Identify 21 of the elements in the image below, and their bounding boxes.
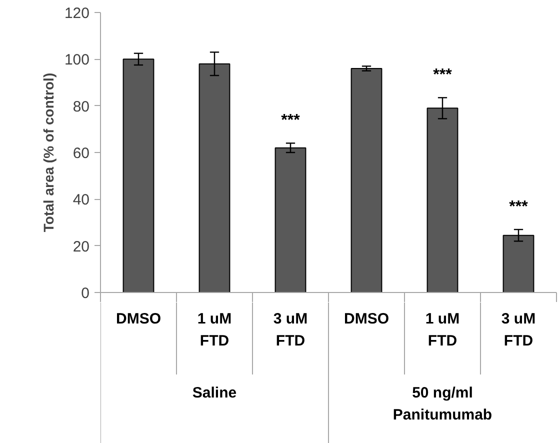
y-tick-label: 0 — [81, 285, 90, 302]
x-tick-label: 3 uM FTD — [501, 310, 536, 350]
bar — [350, 68, 382, 292]
y-tick-label: 60 — [72, 145, 90, 162]
bar — [274, 147, 306, 292]
y-tick-label: 120 — [64, 5, 90, 22]
text: 50 ng/ml Panitumumab — [392, 384, 492, 424]
data-label: *** — [433, 66, 453, 84]
y-axis-title: Total area (% of control) — [40, 72, 56, 232]
x-tick-label: DMSO — [116, 310, 162, 328]
data-label: *** — [509, 198, 529, 216]
x-tick-label: 3 uM FTD — [273, 310, 308, 350]
data-label: *** — [281, 112, 301, 130]
text: Saline — [192, 384, 237, 402]
y-tick-label: 20 — [72, 238, 90, 256]
y-tick-label: 100 — [64, 52, 90, 69]
y-tick-label: 80 — [72, 98, 90, 116]
x-tick-label: DMSO — [344, 310, 390, 328]
x-tick-label: 1 uM FTD — [197, 310, 232, 350]
x-tick-label: 1 uM FTD — [425, 310, 460, 350]
y-tick-label: 40 — [72, 192, 90, 209]
